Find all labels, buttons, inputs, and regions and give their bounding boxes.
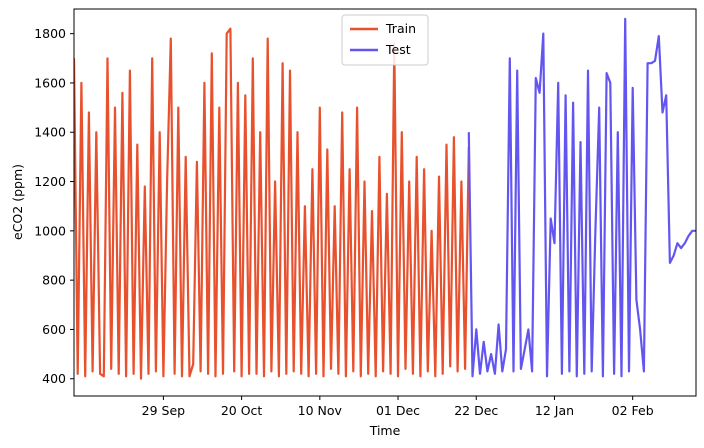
x-axis-label: Time xyxy=(369,423,401,438)
series-layer xyxy=(74,17,696,380)
series-line-train xyxy=(74,27,470,380)
x-tick-label: 12 Jan xyxy=(535,403,574,418)
legend: Train Test xyxy=(341,14,429,66)
legend-box xyxy=(341,14,429,66)
y-axis-label: eCO2 (ppm) xyxy=(10,164,25,240)
x-tick-label: 01 Dec xyxy=(376,403,420,418)
y-tick-label: 1000 xyxy=(34,223,66,238)
x-axis: 29 Sep 20 Oct 10 Nov 01 Dec 22 Dec 12 Jan 02 F… xyxy=(142,396,654,418)
legend-label-train: Train xyxy=(385,21,416,36)
y-tick-label: 1200 xyxy=(34,174,66,189)
x-tick-label: 22 Dec xyxy=(454,403,498,418)
y-tick-label: 400 xyxy=(42,371,66,386)
y-tick-label: 1600 xyxy=(34,75,66,90)
x-tick-label: 02 Feb xyxy=(612,403,654,418)
legend-label-test: Test xyxy=(385,42,411,57)
y-tick-label: 1800 xyxy=(34,26,66,41)
x-tick-label: 20 Oct xyxy=(221,403,263,418)
series-line-test xyxy=(467,17,696,378)
y-tick-label: 1400 xyxy=(34,125,66,140)
y-tick-label: 800 xyxy=(42,273,66,288)
y-tick-label: 600 xyxy=(42,322,66,337)
x-tick-label: 10 Nov xyxy=(298,403,343,418)
x-tick-label: 29 Sep xyxy=(142,403,186,418)
y-axis: 400 600 800 1000 1200 1400 1600 1800 xyxy=(34,26,74,386)
plot-frame xyxy=(73,8,697,397)
